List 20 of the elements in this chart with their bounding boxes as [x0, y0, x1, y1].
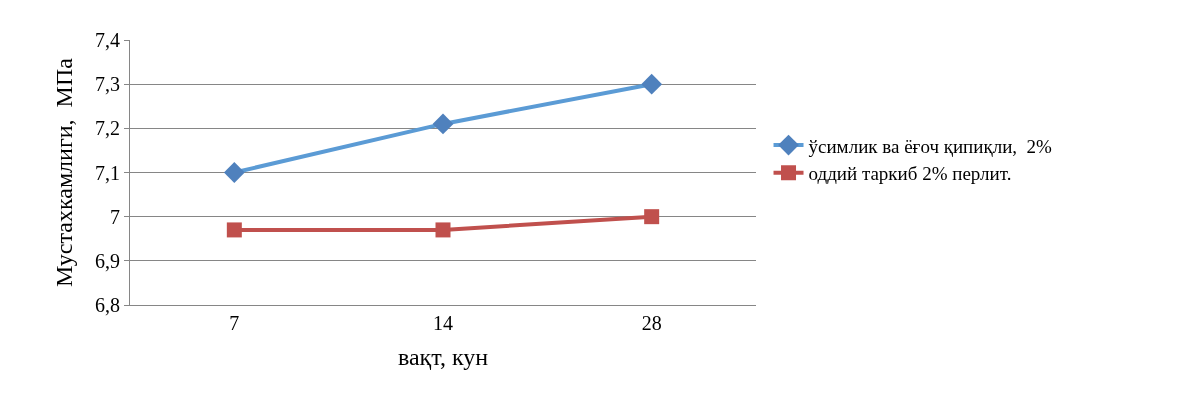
point	[223, 162, 245, 183]
y-tick-label: 7,1	[95, 161, 120, 184]
point	[226, 222, 242, 238]
y-tick-label: 7,2	[95, 117, 120, 140]
x-tick-label: 28	[641, 312, 662, 334]
point	[641, 73, 663, 95]
point	[435, 222, 451, 238]
y-tick-label: 7,3	[95, 73, 120, 96]
legend-label: ўсимлик ва ёғоч қипиқли, 2%	[808, 135, 1053, 157]
point	[432, 113, 454, 135]
y-tick-label: 7	[110, 205, 120, 228]
point	[644, 209, 660, 225]
y-tick-label: 7,4	[95, 29, 120, 51]
y-axis-title: Мустахкамлиги, МПа	[51, 57, 78, 287]
x-tick-label: 14	[433, 312, 453, 334]
legend-label: оддий таркиб 2% перлит.	[808, 163, 1012, 185]
y-tick-label: 6,9	[95, 249, 120, 272]
y-tick-label: 6,8	[95, 294, 120, 316]
x-tick-label: 7	[229, 312, 240, 334]
x-axis-title: вақт, кун	[397, 344, 489, 371]
